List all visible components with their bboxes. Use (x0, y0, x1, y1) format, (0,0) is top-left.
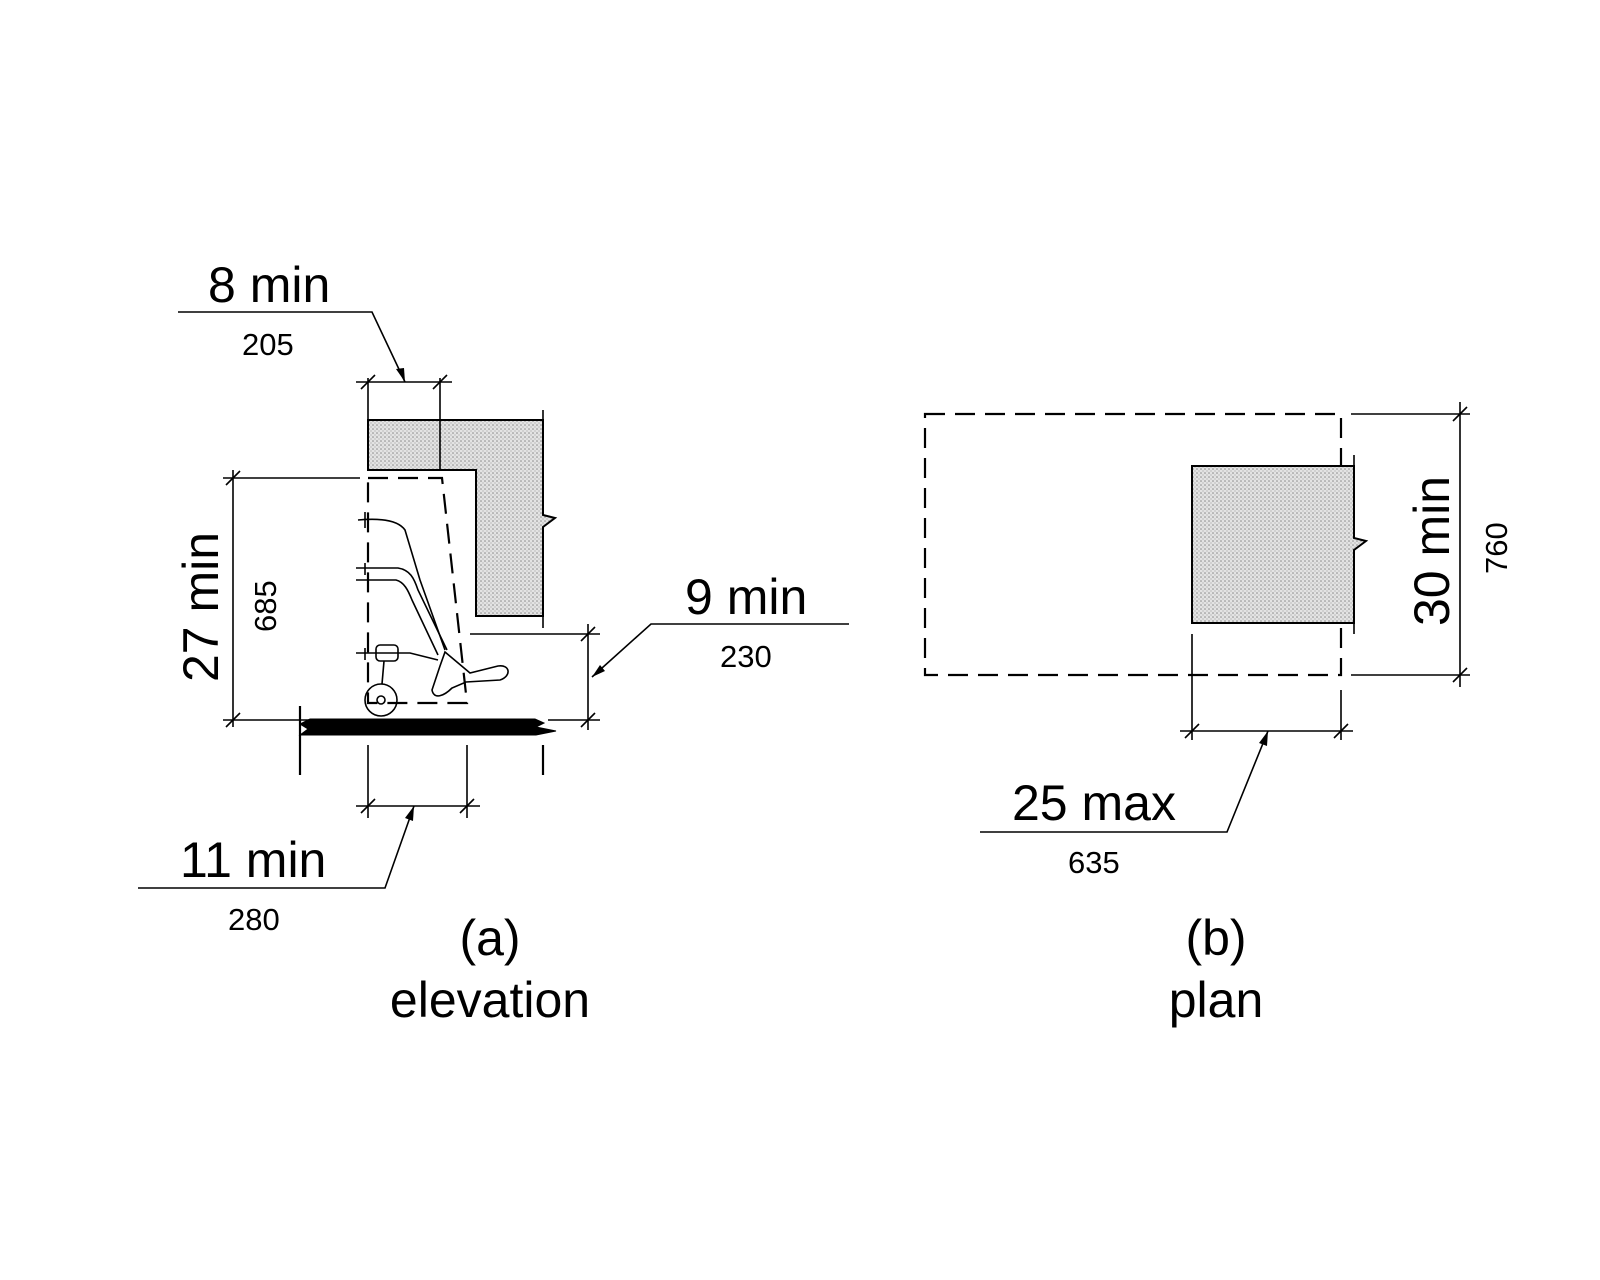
label-11-min: 11 min (180, 832, 326, 888)
dimension-8-min: 8 min 205 (178, 257, 452, 470)
caption-elevation: elevation (390, 972, 590, 1028)
label-685: 685 (248, 580, 283, 632)
dimension-30-min: 30 min 760 (1351, 402, 1514, 687)
floor-slab (298, 718, 557, 736)
clearance-outline (366, 476, 469, 705)
label-205: 205 (242, 327, 294, 362)
label-635: 635 (1068, 845, 1120, 880)
label-280: 280 (228, 902, 280, 937)
caption-a: (a) (459, 910, 520, 966)
dimension-11-min: 11 min 280 (138, 745, 480, 937)
caption-plan: plan (1169, 972, 1264, 1028)
elevation-view: 8 min 205 27 min 685 9 min 230 (138, 257, 849, 1028)
label-8-min: 8 min (208, 257, 330, 313)
caption-b: (b) (1185, 910, 1246, 966)
label-760: 760 (1479, 522, 1514, 574)
label-25-max: 25 max (1012, 775, 1176, 831)
dimension-27-min: 27 min 685 (173, 470, 360, 728)
dimension-25-max: 25 max 635 (980, 634, 1353, 880)
label-27-min: 27 min (173, 532, 229, 682)
label-9-min: 9 min (685, 569, 807, 625)
counter-section (367, 419, 558, 617)
dimension-9-min: 9 min 230 (470, 569, 849, 730)
plan-view: 30 min 760 25 max 635 (b) plan (923, 402, 1514, 1028)
counter-plan (1191, 465, 1369, 624)
label-30-min: 30 min (1404, 476, 1460, 626)
wheelchair-user-figure (356, 512, 509, 717)
label-230: 230 (720, 639, 772, 674)
